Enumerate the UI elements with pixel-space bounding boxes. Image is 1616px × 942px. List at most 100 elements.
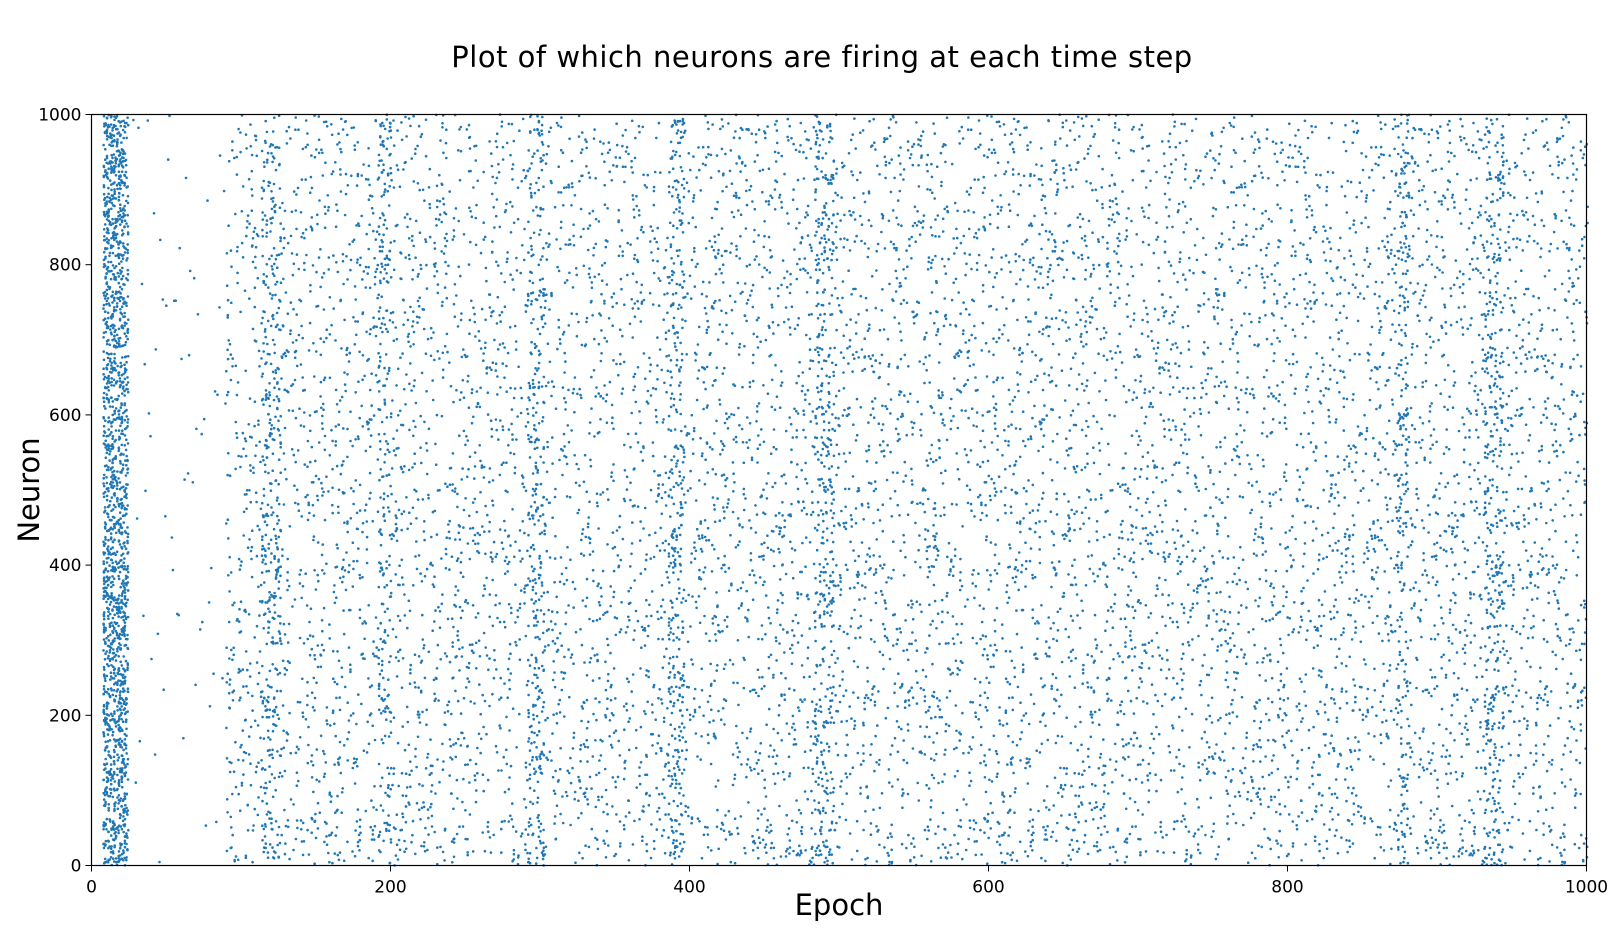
spike-point — [1403, 306, 1407, 310]
spike-point — [1499, 624, 1502, 627]
spike-point — [282, 746, 286, 750]
spike-point — [108, 220, 112, 224]
spike-point — [373, 275, 377, 279]
spike-point — [823, 249, 827, 253]
spike-point — [530, 724, 533, 728]
spike-point — [273, 710, 277, 714]
spike-point — [105, 817, 109, 821]
spike-point — [116, 649, 119, 653]
spike-point — [331, 649, 335, 653]
spike-point — [326, 722, 329, 726]
spike-point — [234, 785, 238, 789]
spike-point — [109, 633, 112, 637]
spike-point — [259, 690, 263, 694]
spike-point — [1406, 362, 1409, 365]
spike-point — [239, 150, 242, 154]
spike-point — [117, 394, 120, 398]
spike-point — [324, 120, 328, 123]
spike-point — [821, 217, 825, 220]
spike-point — [272, 182, 276, 186]
spike-point — [117, 605, 121, 609]
spike-point — [362, 163, 365, 166]
spike-point — [120, 287, 124, 291]
spike-point — [288, 857, 291, 861]
spike-point — [325, 328, 329, 332]
spike-point — [527, 709, 530, 712]
spike-point — [301, 584, 305, 588]
spike-point — [284, 842, 287, 845]
spike-point — [116, 364, 119, 368]
spike-point — [1483, 451, 1487, 455]
spike-point — [1494, 746, 1497, 749]
spike-point — [531, 681, 534, 685]
spike-point — [1493, 641, 1496, 645]
spike-point — [677, 591, 681, 595]
spike-point — [821, 536, 824, 539]
spike-point — [336, 650, 339, 653]
spike-point — [403, 850, 406, 853]
spike-point — [266, 396, 270, 400]
spike-point — [239, 669, 242, 673]
spike-point — [381, 212, 384, 215]
spike-point — [675, 208, 678, 211]
spike-point — [310, 691, 314, 694]
spike-point — [385, 272, 388, 275]
spike-point — [319, 285, 322, 289]
spike-point — [315, 681, 318, 684]
spike-point — [120, 769, 124, 772]
spike-point — [268, 598, 271, 602]
spike-point — [240, 241, 244, 245]
spike-point — [401, 794, 405, 797]
spike-point — [290, 210, 294, 214]
spike-point — [119, 462, 122, 465]
spike-point — [323, 448, 327, 452]
spike-point — [679, 730, 683, 733]
spike-point — [830, 502, 834, 505]
spike-point — [423, 849, 427, 853]
spike-point — [105, 320, 109, 324]
spike-point — [122, 859, 125, 862]
spike-point — [102, 350, 105, 353]
spike-point — [832, 804, 836, 808]
spike-point — [301, 677, 304, 681]
spike-point — [109, 532, 113, 535]
spike-point — [1488, 294, 1492, 298]
spike-point — [381, 265, 384, 268]
spike-point — [300, 515, 304, 518]
spike-point — [358, 838, 362, 842]
spike-point — [1404, 164, 1408, 168]
spike-point — [677, 855, 681, 858]
spike-point — [123, 343, 127, 347]
spike-point — [408, 682, 412, 685]
spike-point — [112, 503, 116, 507]
spike-point — [412, 384, 416, 388]
spike-point — [389, 415, 393, 419]
spike-point — [324, 212, 327, 215]
spike-point — [418, 721, 422, 724]
spike-point — [297, 267, 301, 271]
spike-point — [110, 333, 113, 336]
spike-point — [102, 391, 106, 395]
spike-point — [537, 819, 541, 823]
spike-point — [1403, 161, 1406, 165]
spike-point — [261, 211, 264, 214]
spike-point — [125, 601, 128, 605]
spike-point — [820, 682, 823, 685]
spike-point — [117, 198, 121, 202]
spike-point — [332, 677, 335, 680]
spike-point — [113, 823, 116, 827]
spike-point — [271, 294, 274, 297]
spike-point — [400, 771, 404, 775]
spike-point — [266, 151, 270, 155]
spike-point — [376, 263, 380, 267]
spike-point — [387, 772, 391, 775]
spike-point — [113, 772, 116, 776]
spike-point — [295, 193, 298, 196]
spike-point — [416, 299, 420, 303]
spike-point — [349, 714, 353, 717]
spike-point — [118, 481, 122, 484]
spike-point — [123, 682, 127, 685]
spike-point — [251, 529, 254, 532]
spike-point — [118, 610, 122, 614]
spike-point — [256, 682, 260, 686]
